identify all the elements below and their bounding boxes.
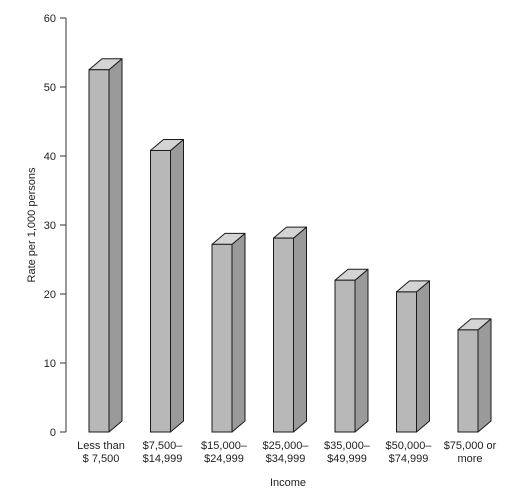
- bar-front-face: [396, 291, 417, 433]
- bar-side-face: [477, 318, 492, 433]
- bar-side-face: [231, 232, 246, 433]
- y-axis-ticks: 0 10 20 30 40 50 60: [44, 13, 66, 439]
- y-tick-label: 20: [44, 289, 56, 301]
- bar: [396, 280, 430, 433]
- bars: [88, 58, 492, 433]
- bar: [273, 226, 307, 433]
- x-axis-category-labels: Less than $ 7,500 $7,500– $14,999 $15,000– $2…: [77, 440, 496, 465]
- y-axis-title: Rate per 1,000 persons: [26, 167, 38, 282]
- bar-side-face: [354, 268, 369, 433]
- bar: [334, 268, 369, 433]
- bar: [150, 138, 184, 433]
- bar-side-face: [293, 226, 307, 433]
- bar-front-face: [88, 69, 110, 433]
- x-category-label: $7,500– $14,999: [143, 440, 184, 465]
- y-tick-label: 10: [44, 358, 56, 370]
- y-tick-label: 40: [44, 151, 56, 163]
- x-category-label: Less than $ 7,500: [77, 440, 125, 465]
- x-category-label: $75,000 or more: [444, 440, 497, 465]
- x-category-label: $25,000– $34,999: [263, 440, 310, 465]
- x-category-label: $50,000– $74,999: [386, 440, 433, 465]
- x-category-label: $35,000– $49,999: [324, 440, 371, 465]
- bar-front-face: [273, 237, 294, 433]
- bar-front-face: [150, 149, 171, 433]
- bar: [211, 232, 246, 433]
- y-tick-label: 50: [44, 82, 56, 94]
- y-tick-label: 0: [50, 427, 56, 439]
- bar-side-face: [108, 58, 123, 433]
- x-category-label: $15,000– $24,999: [201, 440, 248, 465]
- bar-side-face: [416, 280, 430, 433]
- y-tick-label: 30: [44, 220, 56, 232]
- bar: [88, 58, 123, 433]
- bar-front-face: [457, 329, 479, 433]
- y-tick-label: 60: [44, 13, 56, 25]
- bar-side-face: [170, 138, 184, 433]
- axes: 0 10 20 30 40 50 60: [44, 13, 67, 439]
- bar-front-face: [211, 243, 233, 433]
- bar: [457, 318, 492, 433]
- x-axis-title: Income: [270, 477, 306, 489]
- bar-front-face: [334, 279, 356, 433]
